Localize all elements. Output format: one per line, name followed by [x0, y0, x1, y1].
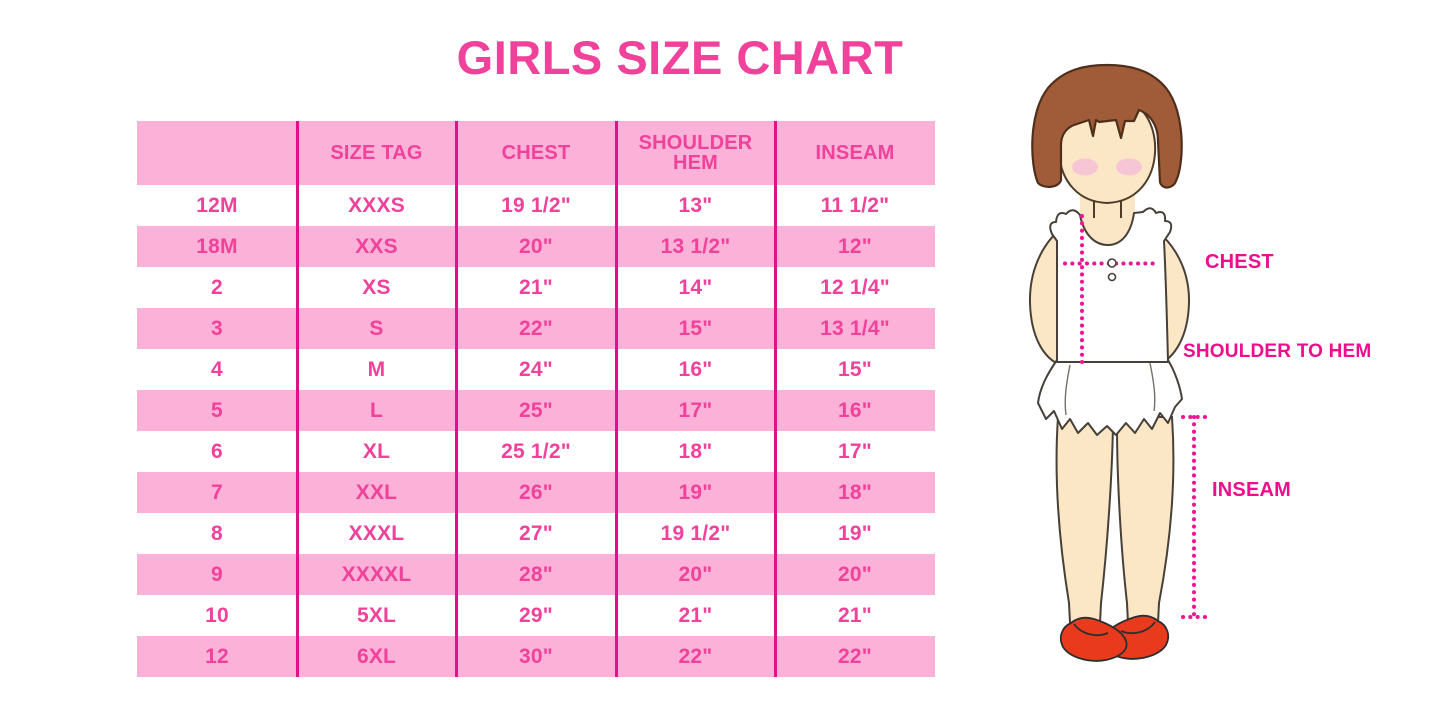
size-row: 12M XXXS 19 1/2" 13" 11 1/2" — [137, 185, 935, 226]
size-cell: 5XL — [356, 604, 397, 627]
top-buttons — [1107, 258, 1117, 282]
size-row: 3 S 22" 15" 13 1/4" — [137, 308, 935, 349]
size-row: 10 5XL 29" 21" 21" — [137, 595, 935, 636]
size-cell: 12M — [196, 194, 238, 217]
size-cell: 27" — [519, 522, 553, 545]
size-cell: 20" — [678, 563, 713, 586]
column-divider — [774, 121, 777, 677]
size-cell: 19 1/2" — [660, 522, 731, 545]
girl-hair — [1031, 63, 1183, 189]
size-cell: 19" — [838, 522, 872, 545]
size-row: 7 XXL 26" 19" 18" — [137, 472, 935, 513]
size-cell: 30" — [519, 645, 553, 668]
size-cell: 22" — [838, 645, 872, 668]
size-cell: 16" — [838, 399, 872, 422]
size-cell: 18M — [196, 235, 238, 258]
size-cell: 22" — [519, 317, 553, 340]
size-row: 4 M 24" 16" 15" — [137, 349, 935, 390]
size-table-header-row: SIZE TAG CHEST SHOULDER HEM INSEAM — [137, 121, 935, 185]
size-cell: 17" — [678, 399, 713, 422]
size-cell: 21" — [678, 604, 713, 627]
size-table: SIZE TAG CHEST SHOULDER HEM INSEAM 12M XXXS 19… — [137, 121, 935, 677]
size-cell: 16" — [678, 358, 713, 381]
size-cell: 20" — [838, 563, 872, 586]
size-cell: 20" — [519, 235, 553, 258]
size-cell: 13 1/4" — [820, 317, 890, 340]
size-cell: 15" — [678, 317, 713, 340]
column-header: SHOULDER HEM — [638, 132, 753, 174]
size-cell: 21" — [838, 604, 872, 627]
size-cell: 12" — [838, 235, 872, 258]
size-row: 8 XXXL 27" 19 1/2" 19" — [137, 513, 935, 554]
size-cell: 13" — [678, 194, 713, 217]
size-cell: XXXL — [348, 522, 405, 545]
size-cell: 15" — [838, 358, 872, 381]
size-cell: XL — [362, 440, 391, 463]
size-cell: 7 — [211, 481, 223, 504]
size-cell: XS — [362, 276, 391, 299]
size-cell: 5 — [211, 399, 223, 422]
inseam-measure-label: INSEAM — [1212, 479, 1291, 501]
size-cell: 25 1/2" — [501, 440, 571, 463]
page-title: GIRLS SIZE CHART — [456, 31, 904, 84]
size-cell: XXS — [355, 235, 398, 258]
column-divider — [296, 121, 299, 677]
girl-skirt — [1037, 359, 1183, 436]
size-cell: 25" — [519, 399, 553, 422]
size-cell: 8 — [211, 522, 223, 545]
size-row: 9 XXXXL 28" 20" 20" — [137, 554, 935, 595]
size-cell: 3 — [211, 317, 223, 340]
girl-legs — [1055, 416, 1175, 624]
size-cell: 17" — [838, 440, 872, 463]
size-cell: 2 — [211, 276, 223, 299]
girl-shoes — [1059, 614, 1170, 662]
size-cell: 19 1/2" — [501, 194, 571, 217]
size-cell: 13 1/2" — [660, 235, 731, 258]
size-cell: M — [367, 358, 386, 381]
size-cell: 4 — [211, 358, 223, 381]
size-cell: 21" — [519, 276, 553, 299]
size-cell: XXL — [355, 481, 398, 504]
girl-top — [1049, 207, 1173, 363]
column-header: INSEAM — [815, 142, 895, 164]
girl-cheeks — [1072, 158, 1142, 176]
size-cell: 14" — [678, 276, 713, 299]
skirt-fold-lines — [1064, 362, 1156, 416]
shoulder-to-hem-measure-label: SHOULDER TO HEM — [1183, 341, 1372, 362]
size-row: 6 XL 25 1/2" 18" 17" — [137, 431, 935, 472]
size-cell: 11 1/2" — [820, 194, 890, 217]
size-cell: L — [369, 399, 384, 422]
size-cell: 19" — [678, 481, 713, 504]
size-cell: 12 — [205, 645, 229, 668]
size-row: 5 L 25" 17" 16" — [137, 390, 935, 431]
column-header: CHEST — [501, 142, 571, 164]
measurement-dotted-lines — [1063, 214, 1207, 619]
column-header: SIZE TAG — [330, 142, 423, 164]
size-cell: S — [369, 317, 384, 340]
column-divider — [615, 121, 618, 677]
size-row: 2 XS 21" 14" 12 1/4" — [137, 267, 935, 308]
size-cell: 9 — [211, 563, 223, 586]
size-cell: 6XL — [356, 645, 397, 668]
column-divider — [455, 121, 458, 677]
size-cell: 29" — [519, 604, 553, 627]
size-cell: 18" — [678, 440, 713, 463]
size-cell: 10 — [205, 604, 229, 627]
size-cell: XXXS — [348, 194, 405, 217]
size-row: 12 6XL 30" 22" 22" — [137, 636, 935, 677]
size-cell: 28" — [519, 563, 553, 586]
size-cell: 18" — [838, 481, 872, 504]
size-cell: 12 1/4" — [820, 276, 890, 299]
size-cell: XXXXL — [341, 563, 412, 586]
size-cell: 24" — [519, 358, 553, 381]
girl-figure-illustration — [1028, 63, 1207, 662]
size-row: 18M XXS 20" 13 1/2" 12" — [137, 226, 935, 267]
size-cell: 22" — [678, 645, 713, 668]
size-cell: 6 — [211, 440, 223, 463]
chest-measure-label: CHEST — [1205, 251, 1274, 273]
size-cell: 26" — [519, 481, 553, 504]
